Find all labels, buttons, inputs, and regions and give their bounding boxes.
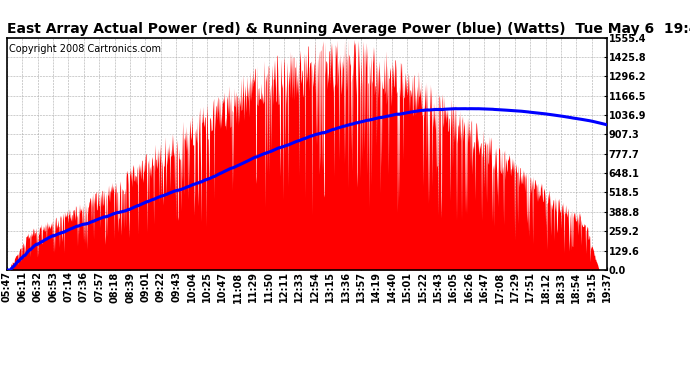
Text: East Array Actual Power (red) & Running Average Power (blue) (Watts)  Tue May 6 : East Array Actual Power (red) & Running …: [7, 22, 690, 36]
Text: Copyright 2008 Cartronics.com: Copyright 2008 Cartronics.com: [9, 45, 161, 54]
